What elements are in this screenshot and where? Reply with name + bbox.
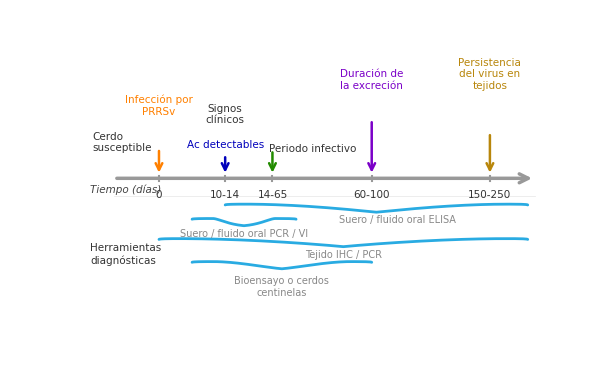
Text: Bioensayo o cerdos
centinelas: Bioensayo o cerdos centinelas <box>234 276 329 298</box>
Text: Duración de
la excreción: Duración de la excreción <box>340 69 403 91</box>
Text: Tejido IHC / PCR: Tejido IHC / PCR <box>305 250 382 260</box>
Text: 150-250: 150-250 <box>468 190 512 200</box>
Text: Herramientas
diagnósticas: Herramientas diagnósticas <box>90 243 162 266</box>
Text: Signos
clínicos: Signos clínicos <box>206 104 245 125</box>
Text: Cerdo
susceptible: Cerdo susceptible <box>93 132 152 153</box>
Text: Infección por
PRRSv: Infección por PRRSv <box>125 94 193 116</box>
Text: Tiempo (días): Tiempo (días) <box>90 185 162 195</box>
Text: 10-14: 10-14 <box>210 190 240 200</box>
Text: Ac detectables: Ac detectables <box>187 140 264 150</box>
Text: Suero / fluido oral ELISA: Suero / fluido oral ELISA <box>339 215 456 225</box>
Text: Persistencia
del virus en
tejidos: Persistencia del virus en tejidos <box>459 57 522 91</box>
Text: 0: 0 <box>156 190 162 200</box>
Text: 14-65: 14-65 <box>257 190 287 200</box>
Text: 60-100: 60-100 <box>353 190 390 200</box>
Text: Periodo infectivo: Periodo infectivo <box>269 144 356 154</box>
Text: Suero / fluido oral PCR / VI: Suero / fluido oral PCR / VI <box>180 229 308 239</box>
